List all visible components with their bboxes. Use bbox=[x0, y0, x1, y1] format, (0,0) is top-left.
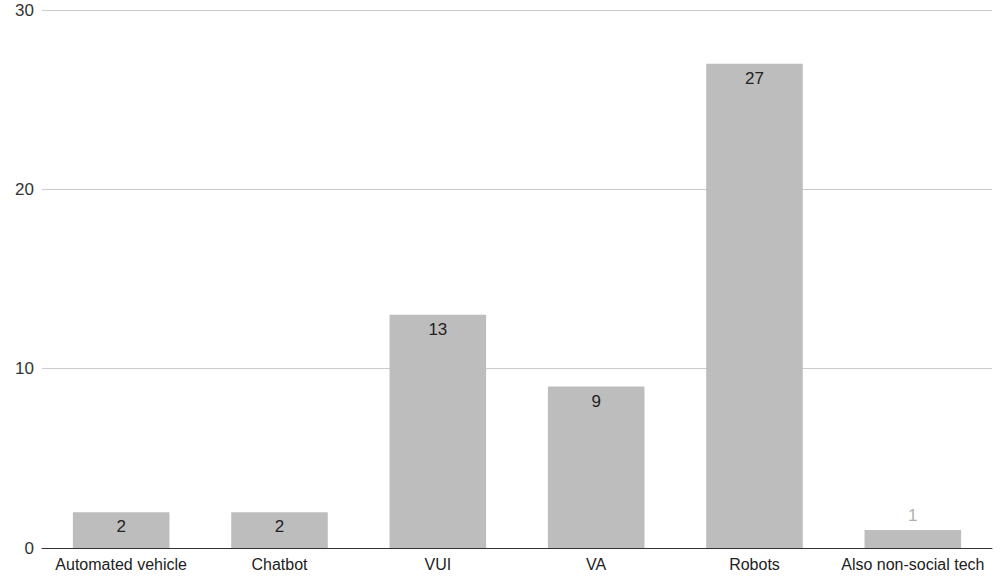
svg-text:VA: VA bbox=[586, 556, 606, 573]
svg-text:13: 13 bbox=[428, 320, 447, 339]
svg-text:Robots: Robots bbox=[729, 556, 780, 573]
svg-text:Also non-social tech: Also non-social tech bbox=[841, 556, 984, 573]
svg-text:10: 10 bbox=[15, 359, 34, 378]
svg-text:27: 27 bbox=[745, 69, 764, 88]
svg-text:Chatbot: Chatbot bbox=[251, 556, 308, 573]
svg-text:0: 0 bbox=[25, 539, 34, 558]
svg-text:1: 1 bbox=[908, 506, 917, 525]
svg-text:Automated vehicle: Automated vehicle bbox=[55, 556, 187, 573]
svg-text:30: 30 bbox=[15, 1, 34, 20]
svg-text:9: 9 bbox=[591, 392, 600, 411]
svg-text:2: 2 bbox=[275, 517, 284, 536]
svg-text:VUI: VUI bbox=[424, 556, 451, 573]
svg-text:20: 20 bbox=[15, 180, 34, 199]
svg-text:2: 2 bbox=[116, 517, 125, 536]
